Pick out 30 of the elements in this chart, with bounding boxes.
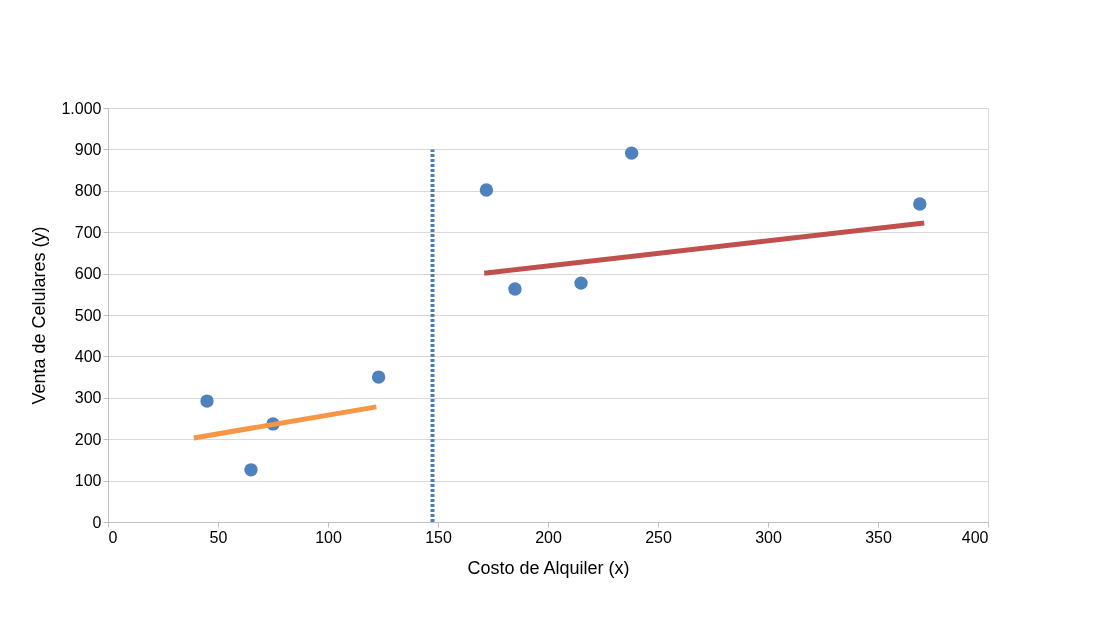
point [624, 146, 639, 160]
point [200, 394, 214, 408]
x-tick-label: 100 [315, 528, 342, 546]
point [508, 282, 522, 296]
point [913, 197, 927, 211]
x-tick-label: 0 [108, 528, 118, 546]
y-tick-label: 400 [74, 347, 102, 365]
y-tick-label: 500 [74, 306, 102, 324]
y-tick-label: 800 [74, 182, 102, 200]
y-tick-label: 0 [92, 513, 102, 531]
point [371, 370, 386, 384]
y-tick-label: 100 [74, 472, 102, 490]
y-tick-label: 200 [74, 430, 102, 448]
x-tick-label: 150 [425, 528, 452, 546]
y-tick-label: 300 [74, 389, 102, 407]
x-tick-label: 350 [865, 528, 892, 546]
y-tick-label: 1.000 [61, 99, 102, 117]
x-tick-label: 300 [755, 528, 782, 546]
y-tick-label: 600 [74, 265, 102, 283]
point [574, 276, 588, 290]
x-axis-title: Costo de Alquiler (x) [467, 557, 630, 578]
x-tick-label: 250 [645, 528, 672, 546]
point [244, 463, 258, 477]
y-tick-label: 900 [74, 140, 102, 158]
y-tick-label: 700 [74, 223, 102, 241]
y-axis-title: Venta de Celulares (y) [29, 226, 50, 405]
x-tick-label: 400 [961, 528, 989, 546]
x-tick-label: 50 [209, 528, 228, 546]
x-tick-label: 200 [535, 528, 562, 546]
point [479, 183, 494, 197]
